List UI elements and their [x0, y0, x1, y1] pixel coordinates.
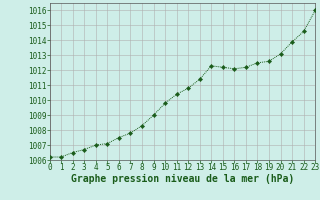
X-axis label: Graphe pression niveau de la mer (hPa): Graphe pression niveau de la mer (hPa)	[71, 174, 294, 184]
